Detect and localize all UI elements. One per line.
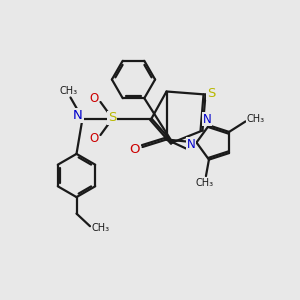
Text: O: O xyxy=(89,132,98,145)
Text: CH₃: CH₃ xyxy=(195,178,214,188)
Text: O: O xyxy=(89,92,98,105)
Text: CH₃: CH₃ xyxy=(60,86,78,96)
Text: O: O xyxy=(130,143,140,156)
Text: N: N xyxy=(203,113,212,126)
Text: N: N xyxy=(73,109,83,122)
Text: S: S xyxy=(207,86,215,100)
Text: N: N xyxy=(187,137,196,151)
Text: S: S xyxy=(108,111,116,124)
Text: CH₃: CH₃ xyxy=(92,223,110,233)
Text: CH₃: CH₃ xyxy=(246,114,265,124)
